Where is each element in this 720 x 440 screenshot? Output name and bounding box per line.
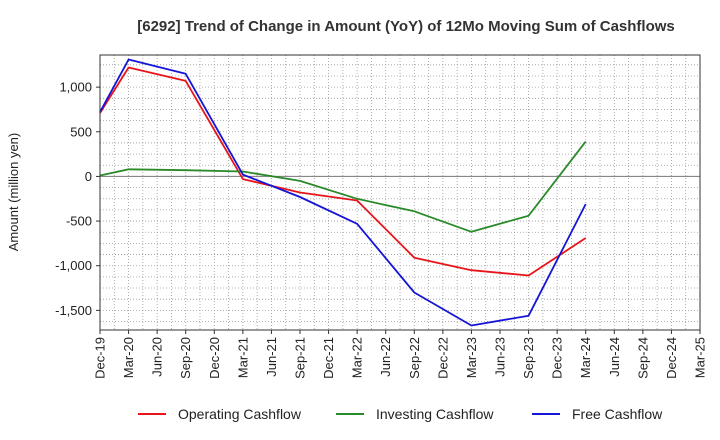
chart-title: [6292] Trend of Change in Amount (YoY) o…	[137, 18, 675, 35]
x-tick-label: Jun-24	[607, 337, 622, 377]
x-tick-label: Dec-20	[207, 337, 222, 379]
x-tick-label: Mar-24	[578, 337, 593, 378]
x-tick-label: Sep-24	[635, 337, 650, 379]
x-tick-label: Jun-20	[150, 337, 165, 377]
x-tick-label: Mar-25	[693, 337, 708, 378]
grid	[100, 55, 700, 330]
y-tick-label: 500	[70, 124, 92, 139]
x-tick-label: Dec-22	[435, 337, 450, 379]
x-tick-label: Sep-20	[178, 337, 193, 379]
y-tick-label: -1,500	[55, 303, 92, 318]
legend-label-operating-cashflow: Operating Cashflow	[178, 406, 302, 422]
investing-cashflow-line	[99, 141, 587, 233]
x-tick-label: Dec-23	[550, 337, 565, 379]
y-tick-label: 1,000	[59, 80, 92, 95]
plot-area	[100, 55, 700, 330]
x-tick-label: Sep-22	[407, 337, 422, 379]
x-tick-label: Dec-24	[664, 337, 679, 379]
x-tick-label: Sep-21	[293, 337, 308, 379]
x-axis: Dec-19 Mar-20 Jun-20 Sep-20 Dec-20 Mar-21 Jun-…	[93, 330, 708, 379]
x-tick-label: Mar-22	[350, 337, 365, 378]
plot-frame	[99, 54, 701, 331]
x-tick-label: Sep-23	[521, 337, 536, 379]
x-tick-label: Jun-22	[378, 337, 393, 377]
x-tick-label: Mar-20	[121, 337, 136, 378]
series-lines	[99, 58, 587, 327]
y-axis-label: Amount (million yen)	[6, 133, 21, 252]
legend: Operating Cashflow Investing Cashflow Free…	[138, 406, 663, 422]
legend-label-investing-cashflow: Investing Cashflow	[376, 406, 494, 422]
x-tick-label: Jun-23	[493, 337, 508, 377]
operating-cashflow-line	[99, 66, 587, 277]
x-tick-label: Dec-19	[93, 337, 108, 379]
x-tick-label: Dec-21	[321, 337, 336, 379]
legend-label-free-cashflow: Free Cashflow	[572, 406, 663, 422]
x-tick-label: Jun-21	[264, 337, 279, 377]
x-tick-label: Mar-21	[235, 337, 250, 378]
y-axis: 1,000 500 0 -500 -1,000 -1,500	[55, 80, 100, 318]
y-tick-label: -1,000	[55, 258, 92, 273]
y-tick-label: 0	[85, 169, 92, 184]
x-tick-label: Mar-23	[464, 337, 479, 378]
y-tick-label: -500	[66, 214, 92, 229]
free-cashflow-line	[99, 58, 587, 327]
